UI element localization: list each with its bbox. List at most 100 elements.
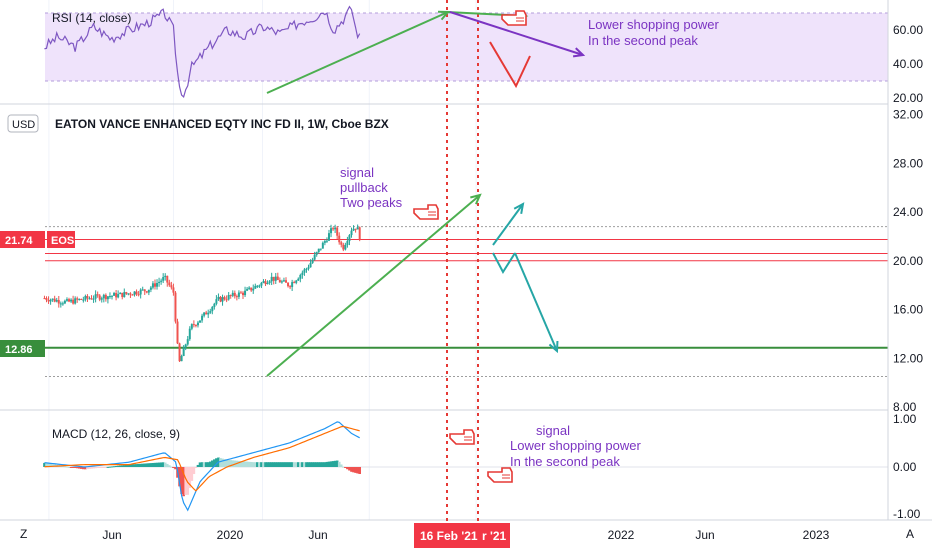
macd-histogram-bar <box>194 467 198 468</box>
candle-down <box>223 297 226 300</box>
macd-histogram-bar <box>243 461 247 467</box>
main-note-line3: Two peaks <box>340 195 403 210</box>
candle-up <box>305 268 308 270</box>
candle-up <box>237 292 240 297</box>
macd-histogram-bar <box>288 462 292 467</box>
candle-down <box>96 294 99 296</box>
candle-down <box>145 291 148 293</box>
candle-down <box>115 293 118 298</box>
candle-down <box>90 298 93 300</box>
candle-down <box>293 282 296 284</box>
macd-histogram-bar <box>163 462 167 467</box>
projection-zigzag <box>492 252 516 274</box>
macd-histogram-bar <box>112 466 116 468</box>
candle-up <box>213 303 216 307</box>
macd-histogram-bar <box>110 466 114 468</box>
macd-histogram-bar <box>282 462 286 467</box>
macd-histogram-bar <box>329 461 333 467</box>
macd-histogram-bar <box>145 463 149 467</box>
macd-histogram-bar <box>69 467 73 468</box>
hand-icon-main <box>413 204 439 220</box>
macd-histogram-bar <box>151 462 155 467</box>
candle-up <box>246 288 249 291</box>
macd-histogram-bar <box>331 461 335 467</box>
candle-up <box>291 282 294 287</box>
candle-down <box>178 343 181 362</box>
macd-histogram-bar <box>94 467 97 469</box>
macd-histogram-bar <box>86 467 89 470</box>
main-note-line1: signal <box>340 165 374 180</box>
projection-up-arrow <box>492 203 524 246</box>
candle-up <box>180 355 183 362</box>
last-price-text: 21.74 <box>5 235 33 247</box>
candle-down <box>174 292 177 322</box>
macd-histogram-bar <box>196 464 200 467</box>
hand-icon-rsi <box>501 10 527 26</box>
candle-down <box>229 295 232 297</box>
candle-down <box>98 295 101 300</box>
price-axis[interactable]: 32.00 28.00 24.00 20.00 16.00 12.00 8.00 60.00 4… <box>893 23 923 521</box>
time-highlight-tail: r '21 <box>482 529 507 543</box>
candle-up <box>199 320 202 323</box>
candle-up <box>352 228 355 231</box>
candle-down <box>242 292 245 296</box>
macd-histogram-bar <box>104 467 108 468</box>
candle-up <box>102 294 105 299</box>
macd-histogram-bar <box>161 462 165 467</box>
macd-histogram-bar <box>137 463 140 467</box>
candle-down <box>135 291 138 295</box>
candle-up <box>139 289 142 295</box>
currency-badge-text: USD <box>12 119 35 131</box>
candle-down <box>264 281 267 285</box>
time-label: 2022 <box>608 528 635 542</box>
candle-up <box>119 292 122 295</box>
macd-histogram-bar <box>333 460 337 467</box>
candle-down <box>121 292 124 298</box>
macd-histogram-bar <box>237 460 241 467</box>
candle-up <box>70 299 73 302</box>
macd-histogram-bar <box>249 461 253 467</box>
candle-up <box>301 272 304 275</box>
candle-up <box>49 299 52 302</box>
candle-up <box>323 241 326 243</box>
macd-histogram-bar <box>143 463 147 467</box>
candle-down <box>235 296 238 298</box>
macd-histogram-bar <box>339 464 343 467</box>
candle-down <box>338 235 341 243</box>
macd-histogram-bar <box>223 459 226 467</box>
macd-histogram-bar <box>264 462 267 467</box>
time-axis[interactable]: Jun 2020 Jun 2022 Jun 2023 16 Feb '21 r '21 Z A <box>20 523 914 548</box>
candle-up <box>303 269 306 273</box>
macd-histogram-bar <box>186 467 190 495</box>
macd-histogram-bar <box>268 462 271 467</box>
macd-histogram-bar <box>256 462 259 467</box>
candle-up <box>334 227 337 230</box>
macd-histogram-bar <box>184 467 187 495</box>
rsi-tick: 40.00 <box>893 57 923 71</box>
candle-up <box>315 252 318 255</box>
rsi-red-stroke <box>489 41 531 89</box>
rsi-note-line2: In the second peak <box>588 33 698 48</box>
candle-up <box>162 277 165 281</box>
macd-histogram-bar <box>202 462 206 467</box>
macd-histogram-bar <box>96 467 99 468</box>
rsi-divergence-arrow-head <box>572 47 586 58</box>
macd-histogram-bar <box>219 458 222 467</box>
candle-up <box>297 278 300 281</box>
candle-down <box>358 227 361 240</box>
macd-histogram-bar <box>280 462 284 467</box>
candle-down <box>170 285 173 288</box>
candle-up <box>319 248 322 250</box>
macd-histogram-bar <box>139 463 142 467</box>
candle-up <box>55 299 58 302</box>
currency-badge[interactable] <box>7 114 39 133</box>
candle-up <box>346 241 349 246</box>
macd-histogram-bar <box>305 462 308 467</box>
candle-up <box>117 294 120 298</box>
macd-tick: 0.00 <box>893 460 917 474</box>
price-tick: 8.00 <box>893 400 917 414</box>
candle-up <box>127 293 130 295</box>
macd-histogram-bar <box>211 460 214 467</box>
macd-histogram-bar <box>165 463 169 467</box>
